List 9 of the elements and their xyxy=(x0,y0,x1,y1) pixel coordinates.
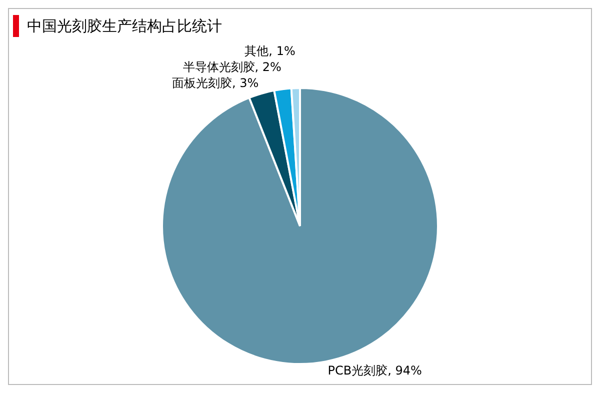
slice-label: PCB光刻胶 xyxy=(328,364,388,378)
slice-label: 面板光刻胶 xyxy=(172,76,232,90)
data-label: , 3% xyxy=(232,76,259,90)
data-label: , 1% xyxy=(268,44,296,58)
chart-title: 中国光刻胶生产结构占比统计 xyxy=(27,16,222,36)
slice-label: 其他 xyxy=(244,44,269,58)
data-label: , 2% xyxy=(254,60,282,74)
slice-label: 半导体光刻胶 xyxy=(182,60,255,74)
data-label: , 94% xyxy=(388,364,422,378)
